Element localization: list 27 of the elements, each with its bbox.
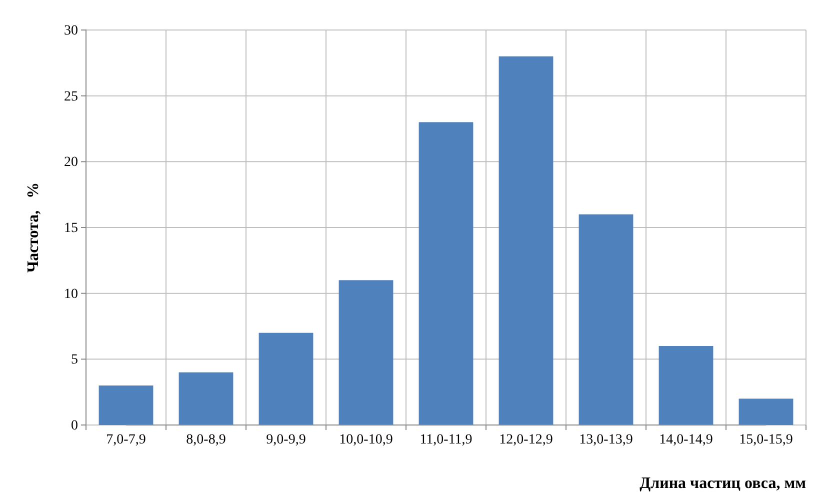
y-tick-label: 15 <box>64 220 78 236</box>
y-tick-label: 20 <box>64 155 78 170</box>
x-tick-label: 8,0-8,9 <box>186 432 226 448</box>
y-tick-label: 5 <box>71 352 78 368</box>
y-tick-label: 10 <box>64 286 78 302</box>
x-tick-label: 7,0-7,9 <box>106 432 146 448</box>
bar <box>578 214 634 425</box>
bar <box>418 122 474 425</box>
bar <box>258 332 314 425</box>
x-tick-label: 11,0-11,9 <box>420 432 472 448</box>
bar <box>498 56 554 425</box>
y-tick-label: 30 <box>64 23 78 38</box>
bar <box>178 372 234 425</box>
x-tick-label: 10,0-10,9 <box>339 432 393 448</box>
x-tick-label: 15,0-15,9 <box>739 432 793 448</box>
y-tick-label: 0 <box>71 418 78 434</box>
bar <box>98 386 154 425</box>
x-tick-label: 13,0-13,9 <box>579 432 633 448</box>
bar <box>338 280 394 425</box>
bar <box>658 346 714 425</box>
x-tick-label: 9,0-9,9 <box>266 432 306 448</box>
x-axis-title: Длина частиц овса, мм <box>640 475 806 492</box>
bar <box>738 398 794 425</box>
y-axis-title: Частота, % <box>25 182 42 273</box>
x-tick-label: 14,0-14,9 <box>659 432 713 448</box>
x-tick-label: 12,0-12,9 <box>499 432 553 448</box>
y-tick-label: 25 <box>64 89 78 104</box>
